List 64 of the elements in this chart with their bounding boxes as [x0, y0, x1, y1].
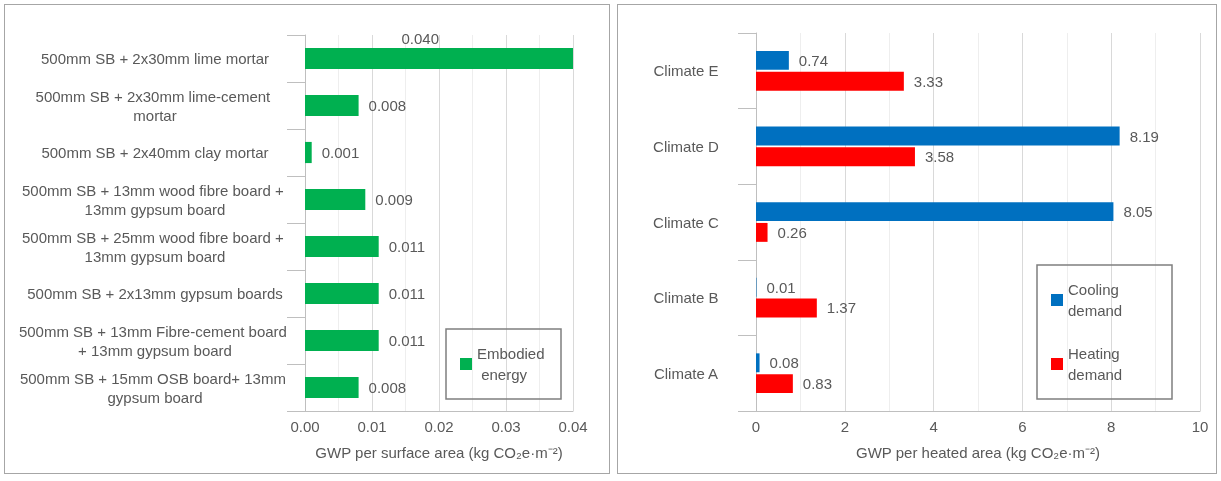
- data-label: 0.26: [777, 223, 807, 241]
- bar: [305, 329, 379, 352]
- y-tick-label: 500mm SB + 13mm Fibre-cement board + 13mm gypsum board: [18, 322, 292, 359]
- bar: [756, 126, 1120, 146]
- data-label: 0.040: [401, 29, 439, 47]
- data-label: 0.83: [802, 375, 833, 393]
- data-label: 0.01: [766, 278, 796, 296]
- x-tick-label: 8: [1107, 418, 1116, 435]
- bar: [756, 298, 817, 318]
- x-axis-title: GWP per surface area (kg CO₂e·m⁻²): [315, 444, 563, 461]
- bar: [305, 282, 379, 305]
- x-tick-label: 0.04: [558, 418, 588, 435]
- y-tick-label: Climate E: [653, 62, 719, 80]
- data-label: 1.37: [826, 299, 857, 317]
- x-tick-label: 0.00: [290, 418, 320, 435]
- y-tick-label: Climate B: [653, 289, 719, 307]
- data-label: 3.58: [924, 148, 955, 166]
- bar: [756, 147, 915, 167]
- data-label: 0.08: [769, 354, 799, 372]
- x-tick-label: 4: [929, 418, 938, 435]
- data-label: 0.011: [388, 285, 426, 302]
- y-tick-label: 500mm SB + 2x13mm gypsum boards: [27, 285, 283, 302]
- data-label: 0.008: [368, 97, 407, 114]
- x-tick-label: 0.03: [491, 418, 521, 435]
- bar: [756, 71, 904, 91]
- x-tick-label: 10: [1191, 418, 1209, 435]
- bar: [305, 141, 312, 164]
- data-label: 8.19: [1129, 127, 1159, 145]
- bar: [756, 222, 768, 242]
- data-label: 8.05: [1123, 203, 1153, 221]
- data-label: 0.011: [388, 238, 426, 255]
- y-tick-label: 500mm SB + 25mm wood fibre board + 13mm gypsum board: [22, 228, 288, 265]
- data-label: 3.33: [913, 72, 944, 90]
- x-tick-label: 0.02: [424, 418, 454, 435]
- bar: [756, 353, 760, 373]
- y-tick-label: 500mm SB + 15mm OSB board+ 13mm gypsum board: [19, 369, 291, 406]
- data-label: 0.74: [798, 51, 829, 69]
- y-tick-label: 500mm SB + 13mm wood fibre board + 13mm gypsum board: [22, 181, 288, 218]
- data-label: 0.009: [375, 191, 413, 208]
- bar: [305, 94, 359, 117]
- bar: [305, 376, 359, 399]
- bar: [756, 50, 789, 70]
- x-tick-label: 6: [1018, 418, 1027, 435]
- y-tick-label: Climate C: [653, 213, 720, 231]
- x-axis-title: GWP per heated area (kg CO₂e·m⁻²): [856, 444, 1100, 461]
- data-label: 0.008: [368, 379, 407, 396]
- y-tick-label: 500mm SB + 2x30mm lime-cement mortar: [35, 87, 275, 124]
- y-tick-label: Climate A: [653, 364, 719, 382]
- x-tick-label: 0.01: [357, 418, 387, 435]
- data-label: 0.001: [321, 144, 360, 161]
- data-label: 0.011: [388, 332, 426, 349]
- x-tick-label: 0: [751, 418, 761, 435]
- y-tick-label: 500mm SB + 2x40mm clay mortar: [41, 144, 269, 161]
- legend-label: Cooling demand: [1068, 281, 1124, 319]
- legend-label: Embodied energy: [477, 345, 545, 383]
- y-tick-label: 500mm SB + 2x30mm lime mortar: [41, 50, 269, 67]
- bar: [305, 47, 573, 70]
- y-tick-label: Climate D: [653, 137, 720, 155]
- bar: [305, 235, 379, 258]
- bar: [756, 202, 1114, 222]
- bar: [756, 374, 793, 394]
- bar: [305, 188, 366, 211]
- legend-label: Heating demand: [1068, 345, 1124, 383]
- x-tick-label: 2: [840, 418, 849, 435]
